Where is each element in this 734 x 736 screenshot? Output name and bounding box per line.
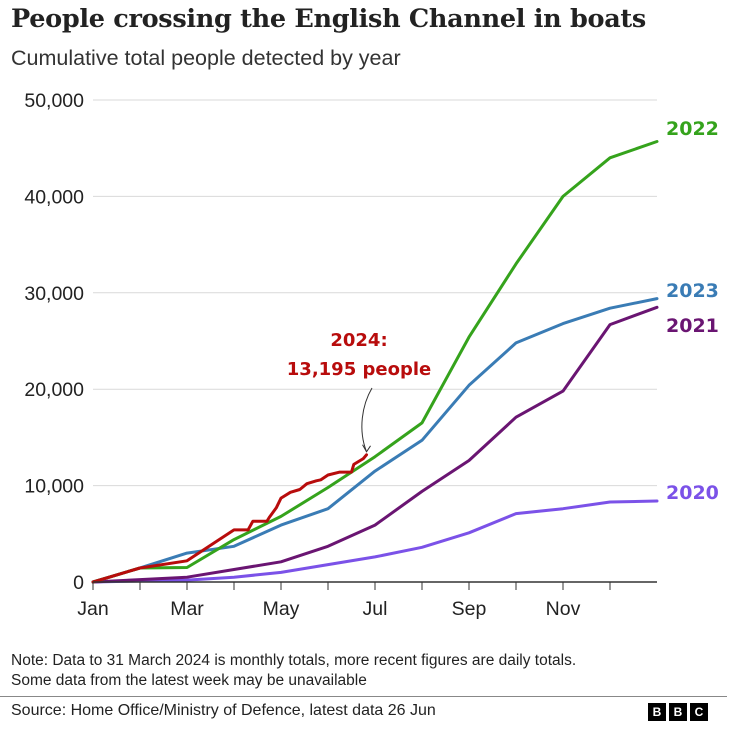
note-line-1: Note: Data to 31 March 2024 is monthly t… <box>11 652 577 669</box>
y-tick-label: 20,000 <box>24 379 84 401</box>
annotation-arrowhead-icon <box>362 444 371 453</box>
footer-divider <box>0 696 727 697</box>
series-labels: 2020 2021 2022 2023 <box>666 118 719 504</box>
x-tick-label: May <box>263 598 300 620</box>
y-tick-label: 30,000 <box>24 283 84 305</box>
series-line-2022 <box>91 140 659 584</box>
y-tick-label: 40,000 <box>24 186 84 208</box>
note-line-2: Some data from the latest week may be un… <box>11 672 367 689</box>
y-tick-label: 0 <box>73 572 84 594</box>
series-line-2021 <box>91 305 659 584</box>
annotation: 2024: 13,195 people <box>287 330 431 453</box>
series-label-2021: 2021 <box>666 315 719 337</box>
x-tick-label: Sep <box>452 598 487 620</box>
x-tick-label: Jan <box>77 598 108 620</box>
bbc-logo: B B C <box>648 703 708 721</box>
series-label-2022: 2022 <box>666 118 719 140</box>
bbc-logo-letter: B <box>669 703 687 721</box>
x-tick-label: Mar <box>170 598 204 620</box>
y-axis-tick-labels: 0 10,000 20,000 30,000 40,000 50,000 <box>24 90 84 594</box>
gridlines <box>93 99 657 487</box>
chart-title: People crossing the English Channel in b… <box>11 4 646 34</box>
chart-note: Note: Data to 31 March 2024 is monthly t… <box>11 651 726 691</box>
x-axis: Jan Mar May Jul Sep Nov <box>77 581 657 620</box>
y-tick-label: 50,000 <box>24 90 84 112</box>
annotation-title: 2024: <box>330 330 387 351</box>
series-lines <box>91 140 659 584</box>
line-chart: 0 10,000 20,000 30,000 40,000 50,000 Jan Mar Ma… <box>24 90 719 620</box>
x-tick-label: Jul <box>363 598 388 620</box>
series-label-2020: 2020 <box>666 482 719 504</box>
series-line-2024 <box>91 453 368 584</box>
series-line-2020 <box>91 499 659 584</box>
annotation-value: 13,195 people <box>287 359 431 380</box>
annotation-arrow-line <box>361 387 373 452</box>
bbc-logo-letter: C <box>690 703 708 721</box>
chart-subtitle: Cumulative total people detected by year <box>11 46 401 70</box>
series-label-2023: 2023 <box>666 280 719 302</box>
series-line-2023 <box>91 297 659 584</box>
y-tick-label: 10,000 <box>24 476 84 498</box>
bbc-logo-letter: B <box>648 703 666 721</box>
source-text: Source: Home Office/Ministry of Defence,… <box>11 702 436 719</box>
x-tick-label: Nov <box>546 598 581 620</box>
